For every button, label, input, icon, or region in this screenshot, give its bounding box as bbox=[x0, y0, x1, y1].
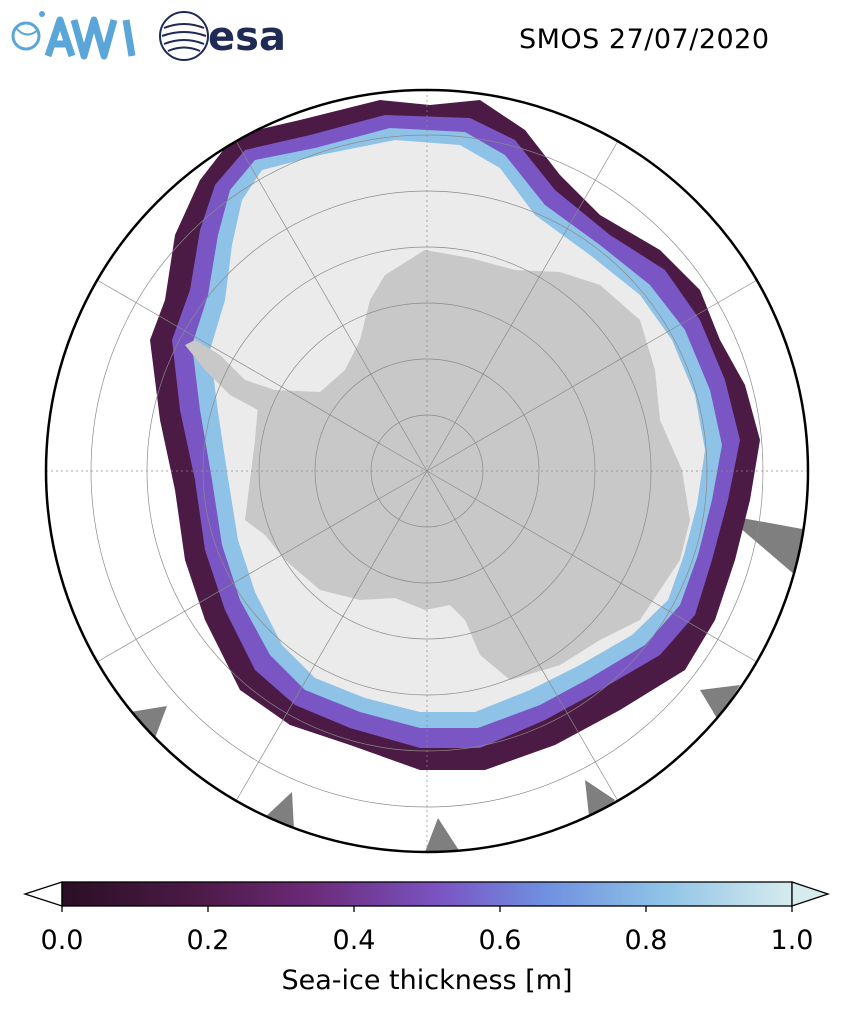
map-title: SMOS 27/07/2020 bbox=[519, 24, 770, 55]
colorbar-extend-min bbox=[22, 881, 63, 907]
colorbar-tick-1: 0.2 bbox=[186, 925, 230, 956]
colorbar bbox=[22, 881, 831, 912]
colorbar-tick-0: 0.0 bbox=[40, 925, 84, 956]
svg-text:esa: esa bbox=[208, 14, 286, 60]
antarctic-peninsula bbox=[185, 340, 275, 410]
graticule bbox=[46, 90, 808, 852]
antarctica-landmass bbox=[245, 250, 690, 680]
colorbar-tick-4: 0.8 bbox=[624, 925, 668, 956]
awi-logo-icon bbox=[11, 11, 136, 60]
sea-ice-map bbox=[44, 88, 810, 854]
colorbar-label: Sea-ice thickness [m] bbox=[281, 965, 573, 996]
colorbar-tick-2: 0.4 bbox=[332, 925, 376, 956]
colorbar-tick-5: 1.0 bbox=[770, 925, 814, 956]
colorbar-tick-3: 0.6 bbox=[478, 925, 522, 956]
logo-bar: esa bbox=[11, 11, 286, 61]
colorbar-extend-max bbox=[791, 881, 831, 907]
esa-logo-icon: esa bbox=[159, 11, 286, 61]
map-boundary bbox=[44, 88, 810, 854]
colorbar-gradient bbox=[61, 881, 793, 907]
